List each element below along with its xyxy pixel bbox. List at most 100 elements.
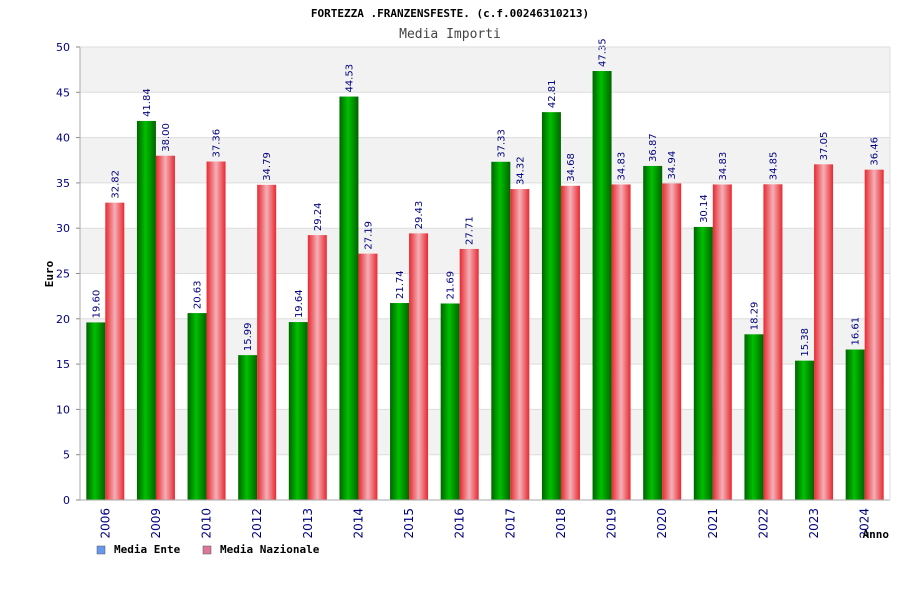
bar-media-nazionale bbox=[459, 248, 479, 500]
bar-media-ente bbox=[136, 120, 156, 501]
y-tick-label: 25 bbox=[56, 268, 70, 281]
value-label: 19.60 bbox=[91, 290, 102, 319]
x-tick-label: 2021 bbox=[706, 508, 720, 539]
y-tick-label: 50 bbox=[56, 41, 70, 54]
bar-media-nazionale bbox=[155, 155, 175, 500]
legend-label-media-ente: Media Ente bbox=[114, 543, 181, 556]
value-label: 34.79 bbox=[262, 152, 273, 181]
bar-media-ente bbox=[795, 360, 815, 500]
y-tick-label: 40 bbox=[56, 132, 70, 145]
value-label: 37.36 bbox=[212, 129, 223, 158]
bar-media-nazionale bbox=[662, 183, 682, 500]
value-label: 37.05 bbox=[819, 132, 830, 161]
x-tick-label: 2010 bbox=[200, 508, 214, 539]
bar-media-nazionale bbox=[510, 189, 530, 501]
x-tick-label: 2015 bbox=[402, 508, 416, 539]
bar-media-ente bbox=[592, 71, 612, 500]
x-tick-label: 2013 bbox=[301, 508, 315, 539]
y-axis-ticks: 0 5 10 15 20 25 30 35 40 45 50 bbox=[56, 41, 80, 507]
value-label: 34.83 bbox=[617, 152, 628, 181]
value-label: 34.83 bbox=[718, 152, 729, 181]
value-label: 30.14 bbox=[699, 194, 710, 223]
chart-subtitle: Media Importi bbox=[399, 27, 501, 42]
value-label: 37.33 bbox=[496, 129, 507, 158]
x-axis-ticks: 2006 2009 2010 2012 2013 2014 2015 2016 2017 2018… bbox=[98, 508, 871, 539]
value-label: 20.63 bbox=[193, 280, 204, 309]
bar-media-nazionale bbox=[864, 169, 884, 500]
y-tick-label: 15 bbox=[56, 358, 70, 371]
bars bbox=[86, 71, 884, 501]
x-tick-label: 2009 bbox=[149, 508, 163, 539]
bar-media-nazionale bbox=[763, 184, 783, 500]
value-label: 29.24 bbox=[313, 202, 324, 231]
bar-media-ente bbox=[238, 355, 258, 500]
bar-media-ente bbox=[86, 322, 106, 500]
bar-media-nazionale bbox=[560, 185, 580, 500]
bar-media-nazionale bbox=[105, 202, 125, 500]
bar-media-ente bbox=[288, 322, 308, 500]
value-label: 15.99 bbox=[243, 322, 254, 351]
value-label: 21.74 bbox=[395, 270, 406, 299]
y-tick-label: 20 bbox=[56, 313, 70, 326]
value-label: 18.29 bbox=[749, 302, 760, 331]
bar-media-nazionale bbox=[611, 184, 631, 501]
value-label: 36.87 bbox=[648, 133, 659, 162]
bar-media-nazionale bbox=[307, 235, 327, 500]
bar-media-nazionale bbox=[409, 233, 429, 500]
x-tick-label: 2022 bbox=[756, 508, 770, 539]
x-axis-label: Anno bbox=[863, 528, 890, 541]
bar-media-nazionale bbox=[358, 253, 378, 500]
value-label: 21.69 bbox=[446, 271, 457, 300]
x-tick-label: 2018 bbox=[554, 508, 568, 539]
value-label: 34.32 bbox=[515, 156, 526, 185]
bar-media-ente bbox=[187, 313, 207, 500]
y-tick-label: 10 bbox=[56, 403, 70, 416]
bar-media-ente bbox=[643, 165, 663, 500]
value-label: 29.43 bbox=[414, 201, 425, 230]
bar-media-ente bbox=[541, 112, 561, 500]
legend-swatch-media-nazionale bbox=[202, 545, 212, 555]
value-label: 41.84 bbox=[142, 88, 153, 117]
legend-label-media-nazionale: Media Nazionale bbox=[220, 543, 320, 556]
band bbox=[80, 47, 890, 93]
value-label: 16.61 bbox=[851, 317, 862, 346]
y-tick-label: 0 bbox=[63, 494, 70, 507]
value-label: 42.81 bbox=[547, 80, 558, 109]
x-tick-label: 2012 bbox=[250, 508, 264, 539]
y-axis-label: Euro bbox=[43, 260, 56, 287]
value-label: 34.94 bbox=[667, 151, 678, 180]
legend: Media Ente Media Nazionale bbox=[96, 543, 320, 556]
bar-media-ente bbox=[491, 161, 511, 500]
bar-media-nazionale bbox=[814, 164, 834, 500]
value-label: 27.19 bbox=[363, 221, 374, 250]
y-tick-label: 45 bbox=[56, 86, 70, 99]
bar-media-nazionale bbox=[257, 184, 277, 500]
value-label: 15.38 bbox=[800, 328, 811, 357]
x-tick-label: 2014 bbox=[351, 508, 365, 539]
bar-media-nazionale bbox=[712, 184, 732, 501]
value-label: 36.46 bbox=[870, 137, 881, 166]
value-label: 44.53 bbox=[344, 64, 355, 93]
value-label: 47.35 bbox=[598, 38, 609, 67]
value-labels: 19.60 32.82 41.84 38.00 20.63 37.36 15.99 34.79… bbox=[91, 38, 880, 356]
value-label: 34.85 bbox=[768, 152, 779, 181]
value-label: 19.64 bbox=[294, 289, 305, 318]
x-tick-label: 2016 bbox=[453, 508, 467, 539]
bar-media-ente bbox=[440, 303, 460, 500]
bar-media-ente bbox=[339, 96, 359, 500]
bar-media-ente bbox=[744, 334, 764, 500]
axes bbox=[79, 46, 891, 501]
x-tick-label: 2023 bbox=[807, 508, 821, 539]
chart-title: FORTEZZA .FRANZENSFESTE. (c.f.0024631021… bbox=[311, 7, 589, 20]
legend-swatch-media-ente bbox=[96, 545, 106, 555]
x-tick-label: 2020 bbox=[655, 508, 669, 539]
x-tick-label: 2019 bbox=[605, 508, 619, 539]
x-tick-label: 2017 bbox=[503, 508, 517, 539]
y-tick-label: 30 bbox=[56, 222, 70, 235]
bar-media-ente bbox=[693, 226, 713, 501]
value-label: 32.82 bbox=[110, 170, 121, 199]
bar-media-ente bbox=[390, 303, 410, 500]
x-tick-label: 2024 bbox=[858, 508, 872, 539]
